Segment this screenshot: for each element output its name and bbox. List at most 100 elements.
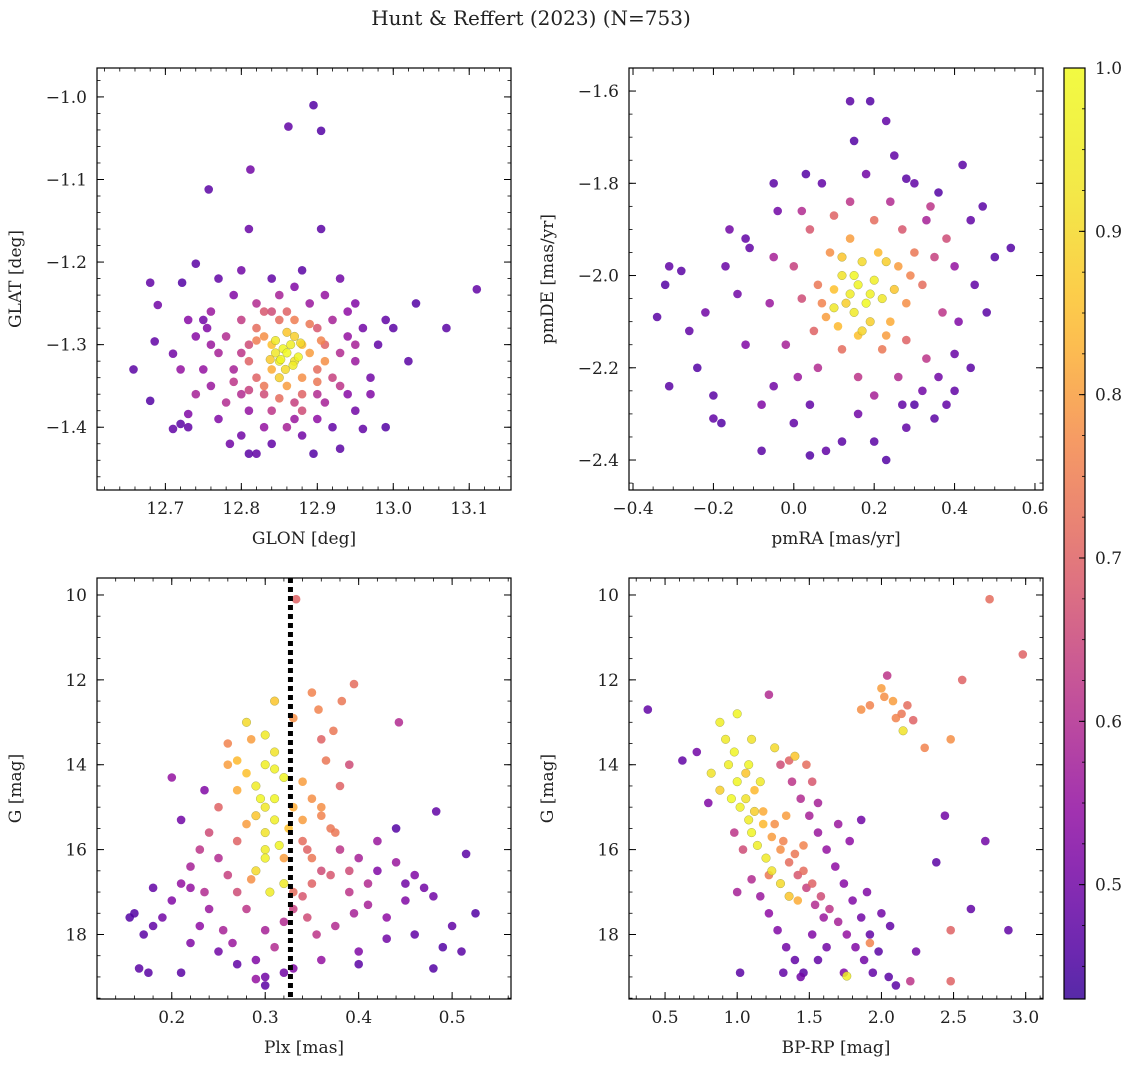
data-point xyxy=(305,348,315,358)
data-point xyxy=(910,248,919,257)
data-point xyxy=(747,734,757,744)
data-point xyxy=(721,734,731,744)
data-point xyxy=(259,422,269,432)
y-tick-label: 18 xyxy=(65,925,87,945)
data-point xyxy=(229,377,238,387)
data-point xyxy=(461,849,471,859)
y-tick-label: 10 xyxy=(597,586,619,606)
data-point xyxy=(869,437,879,446)
data-point xyxy=(176,419,185,429)
data-point xyxy=(320,290,330,300)
data-point xyxy=(985,594,994,604)
data-point xyxy=(732,777,742,787)
data-point xyxy=(881,331,891,340)
colorbar-tick-label: 0.5 xyxy=(1095,876,1122,896)
data-point xyxy=(677,266,686,276)
data-point xyxy=(776,879,786,889)
data-point xyxy=(776,845,785,854)
axes-frame xyxy=(96,577,512,1000)
data-point xyxy=(298,892,307,901)
data-point xyxy=(335,845,345,854)
data-point xyxy=(845,96,855,106)
data-point xyxy=(790,849,800,859)
data-point xyxy=(861,169,871,179)
data-point xyxy=(908,715,918,725)
colorbar-tick-label: 0.6 xyxy=(1095,712,1122,732)
data-point xyxy=(750,806,760,816)
data-point xyxy=(869,215,879,225)
data-point xyxy=(729,747,739,757)
data-point xyxy=(223,739,233,748)
data-point xyxy=(232,785,242,795)
data-point xyxy=(789,262,799,271)
data-point xyxy=(1006,243,1016,253)
data-point xyxy=(946,976,955,986)
data-point xyxy=(781,942,791,952)
data-point xyxy=(242,819,251,829)
data-point xyxy=(438,942,448,952)
data-point xyxy=(934,188,943,197)
data-point xyxy=(290,398,299,407)
data-point xyxy=(337,696,347,706)
data-point xyxy=(805,451,815,460)
data-point xyxy=(848,896,857,905)
colorbar-tick-label: 0.8 xyxy=(1095,386,1122,406)
data-point xyxy=(706,768,716,778)
y-tick-label: 18 xyxy=(597,925,619,945)
data-point xyxy=(267,406,277,416)
data-point xyxy=(214,802,223,812)
data-point xyxy=(328,315,337,325)
data-point xyxy=(313,365,322,374)
data-point xyxy=(316,336,326,345)
panel-bprp-g: 0.5 1.0 1.5 2.0 2.5 3.0 10 12 14 16 18 BP-RP [mag] G… xyxy=(538,577,1044,1058)
data-point xyxy=(252,323,261,333)
data-point xyxy=(246,735,256,744)
data-point xyxy=(829,303,839,313)
data-point xyxy=(471,909,480,918)
data-point xyxy=(784,858,794,867)
y-tick-label: −1.1 xyxy=(46,170,87,190)
data-point xyxy=(930,414,939,423)
data-point xyxy=(259,381,269,391)
data-point xyxy=(270,696,280,706)
x-tick-label: 2.0 xyxy=(868,1008,895,1028)
data-point xyxy=(305,319,315,329)
data-point xyxy=(643,705,653,714)
data-point xyxy=(317,955,326,965)
data-point xyxy=(195,921,205,931)
data-point xyxy=(894,262,903,271)
data-point xyxy=(293,352,303,362)
data-point xyxy=(145,278,155,288)
data-point xyxy=(218,925,228,935)
data-point xyxy=(186,938,195,948)
data-point xyxy=(877,345,887,354)
y-tick-label: 12 xyxy=(597,671,619,691)
data-point xyxy=(129,365,138,374)
data-point xyxy=(252,299,261,308)
data-point xyxy=(865,317,875,327)
data-point xyxy=(880,692,889,702)
data-point xyxy=(877,909,886,918)
y-axis-label: pmDE [mas/yr] xyxy=(538,214,558,344)
data-point xyxy=(817,179,827,188)
x-tick-label: 12.7 xyxy=(146,499,184,519)
data-point xyxy=(183,315,193,325)
data-point xyxy=(429,964,438,973)
data-point xyxy=(229,290,238,300)
data-point xyxy=(831,862,840,871)
data-point xyxy=(345,866,354,876)
data-point xyxy=(200,785,209,795)
data-point xyxy=(934,372,943,382)
data-point xyxy=(853,280,863,290)
data-point xyxy=(297,389,307,399)
data-point xyxy=(404,356,413,366)
data-point xyxy=(214,853,223,863)
data-point xyxy=(856,815,866,825)
data-point xyxy=(906,976,915,986)
data-point xyxy=(442,323,451,333)
data-point xyxy=(744,760,754,770)
data-point xyxy=(391,858,401,867)
data-point xyxy=(793,896,803,905)
data-point xyxy=(186,883,195,893)
data-point xyxy=(358,323,368,333)
